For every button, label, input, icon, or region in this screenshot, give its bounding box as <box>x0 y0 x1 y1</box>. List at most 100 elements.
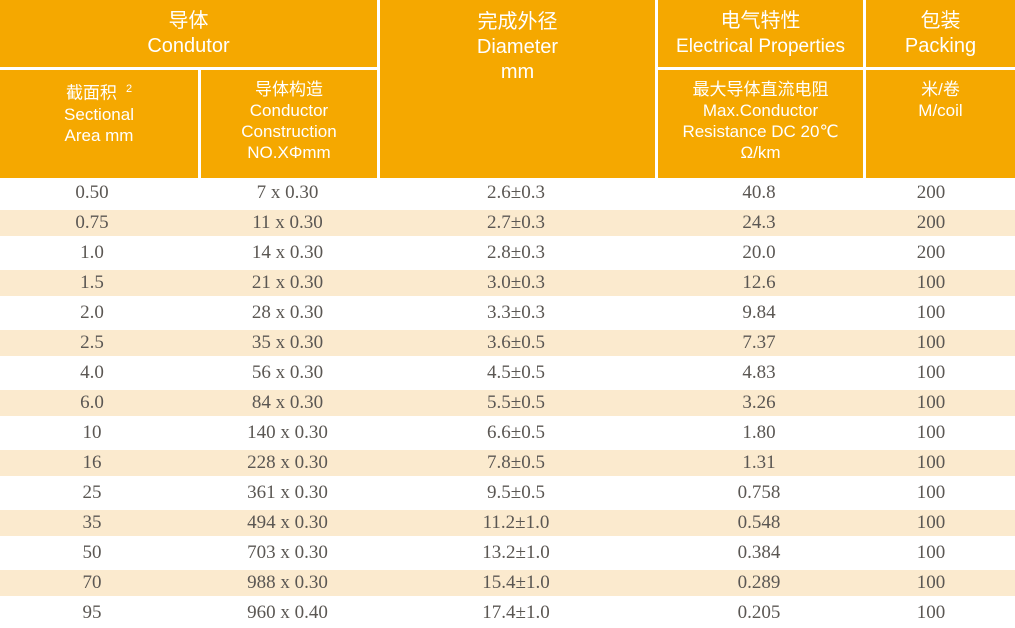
cell-meters_per_coil: 100 <box>916 572 946 593</box>
cell-diameter: 7.8±0.5 <box>487 452 545 473</box>
cell-diameter: 2.8±0.3 <box>487 242 545 263</box>
sectional-area-en2: Area mm <box>64 125 134 145</box>
cell-diameter: 2.7±0.3 <box>487 212 545 233</box>
table-row: 2.0 28 x 0.30 3.3±0.3 9.84 100 <box>0 298 1015 328</box>
cell-meters_per_coil: 100 <box>916 332 946 353</box>
subheader-max-resistance: 最大导体直流电阻 Max.Conductor Resistance DC 20℃… <box>658 70 863 178</box>
electrical-title-en: Electrical Properties <box>676 35 845 57</box>
cell-diameter: 3.3±0.3 <box>487 302 545 323</box>
resistance-en2: Resistance DC 20℃ <box>682 122 839 141</box>
construction-en2: Construction <box>241 122 337 141</box>
cell-sectional_area: 1.5 <box>80 272 104 293</box>
cell-conductor_construction: 988 x 0.30 <box>247 572 328 593</box>
cell-meters_per_coil: 100 <box>916 422 946 443</box>
table-row: 25 361 x 0.30 9.5±0.5 0.758 100 <box>0 478 1015 508</box>
cell-max_resistance: 24.3 <box>742 212 776 233</box>
cell-meters_per_coil: 100 <box>916 512 946 533</box>
cell-conductor_construction: 361 x 0.30 <box>247 482 328 503</box>
cell-meters_per_coil: 100 <box>916 362 946 383</box>
table-row: 4.0 56 x 0.30 4.5±0.5 4.83 100 <box>0 358 1015 388</box>
sectional-area-en1: Sectional <box>64 104 134 124</box>
cell-max_resistance: 4.83 <box>742 362 776 383</box>
cell-conductor_construction: 140 x 0.30 <box>247 422 328 443</box>
cell-max_resistance: 0.384 <box>737 542 781 563</box>
subheader-sectional-area: 截面积 2 Sectional Area mm <box>0 70 198 178</box>
header-group-packing: 包装 Packing 米/卷 M/coil <box>863 0 1015 178</box>
cell-max_resistance: 0.548 <box>737 512 781 533</box>
header-diameter: 完成外径 Diameter mm <box>377 0 655 178</box>
cell-sectional_area: 1.0 <box>80 242 104 263</box>
cell-conductor_construction: 56 x 0.30 <box>251 362 324 383</box>
cell-max_resistance: 9.84 <box>742 302 776 323</box>
table-header: 导体 Condutor 截面积 2 Sectional Area mm 导体构造 … <box>0 0 1015 178</box>
cell-max_resistance: 7.37 <box>742 332 776 353</box>
cell-max_resistance: 1.31 <box>742 452 776 473</box>
cell-meters_per_coil: 100 <box>916 302 946 323</box>
table-body: 0.50 7 x 0.30 2.6±0.3 40.8 200 0.75 11 x 0.30 2… <box>0 178 1015 628</box>
cell-meters_per_coil: 100 <box>916 482 946 503</box>
conductor-title-zh: 导体 <box>168 9 209 32</box>
cell-sectional_area: 0.50 <box>75 182 109 203</box>
cell-diameter: 13.2±1.0 <box>482 542 550 563</box>
packing-title-zh: 包装 <box>920 9 961 32</box>
cell-diameter: 5.5±0.5 <box>487 392 545 413</box>
construction-en3: NO.XΦmm <box>247 143 331 162</box>
cell-meters_per_coil: 100 <box>916 542 946 563</box>
cell-max_resistance: 0.205 <box>737 602 781 623</box>
header-group-conductor: 导体 Condutor 截面积 2 Sectional Area mm 导体构造 … <box>0 0 377 178</box>
conductor-title: 导体 Condutor <box>0 0 377 70</box>
electrical-title: 电气特性 Electrical Properties <box>658 0 863 70</box>
cell-conductor_construction: 14 x 0.30 <box>251 242 324 263</box>
cell-sectional_area: 6.0 <box>80 392 104 413</box>
cell-conductor_construction: 84 x 0.30 <box>251 392 324 413</box>
cell-max_resistance: 0.758 <box>737 482 781 503</box>
table-row: 6.0 84 x 0.30 5.5±0.5 3.26 100 <box>0 388 1015 418</box>
cell-diameter: 3.6±0.5 <box>487 332 545 353</box>
table-row: 1.0 14 x 0.30 2.8±0.3 20.0 200 <box>0 238 1015 268</box>
cell-meters_per_coil: 200 <box>916 182 946 203</box>
header-group-electrical: 电气特性 Electrical Properties 最大导体直流电阻 Max.… <box>655 0 863 178</box>
cell-sectional_area: 95 <box>82 602 102 623</box>
coil-zh: 米/卷 <box>921 80 960 99</box>
cell-meters_per_coil: 100 <box>916 392 946 413</box>
cell-diameter: 2.6±0.3 <box>487 182 545 203</box>
packing-title-en: Packing <box>904 34 977 57</box>
cell-sectional_area: 25 <box>82 482 102 503</box>
packing-title: 包装 Packing <box>866 0 1015 70</box>
coil-en: M/coil <box>918 101 963 120</box>
cell-sectional_area: 2.0 <box>80 302 104 323</box>
resistance-zh: 最大导体直流电阻 <box>692 80 829 99</box>
cell-meters_per_coil: 200 <box>916 212 946 233</box>
cell-conductor_construction: 11 x 0.30 <box>252 212 323 233</box>
cell-diameter: 4.5±0.5 <box>487 362 545 383</box>
cell-conductor_construction: 960 x 0.40 <box>247 602 328 623</box>
cell-conductor_construction: 21 x 0.30 <box>251 272 324 293</box>
construction-zh: 导体构造 <box>255 80 323 99</box>
cell-sectional_area: 10 <box>82 422 102 443</box>
cell-conductor_construction: 7 x 0.30 <box>256 182 319 203</box>
cell-max_resistance: 20.0 <box>742 242 776 263</box>
electrical-title-zh: 电气特性 <box>720 9 801 32</box>
resistance-en1: Max.Conductor <box>702 101 819 120</box>
superscript-2: 2 <box>125 83 133 95</box>
cell-max_resistance: 3.26 <box>742 392 776 413</box>
cell-diameter: 15.4±1.0 <box>482 572 550 593</box>
cell-conductor_construction: 35 x 0.30 <box>251 332 324 353</box>
table-row: 10 140 x 0.30 6.6±0.5 1.80 100 <box>0 418 1015 448</box>
table-row: 70 988 x 0.30 15.4±1.0 0.289 100 <box>0 568 1015 598</box>
table-row: 35 494 x 0.30 11.2±1.0 0.548 100 <box>0 508 1015 538</box>
table-row: 2.5 35 x 0.30 3.6±0.5 7.37 100 <box>0 328 1015 358</box>
sectional-area-zh: 截面积 2 <box>65 83 133 103</box>
cell-diameter: 17.4±1.0 <box>482 602 550 623</box>
cell-max_resistance: 1.80 <box>742 422 776 443</box>
cell-diameter: 11.2±1.0 <box>482 512 550 533</box>
cell-meters_per_coil: 100 <box>916 452 946 473</box>
resistance-en3: Ω/km <box>740 143 781 162</box>
table-row: 0.75 11 x 0.30 2.7±0.3 24.3 200 <box>0 208 1015 238</box>
table-row: 95 960 x 0.40 17.4±1.0 0.205 100 <box>0 598 1015 628</box>
cell-max_resistance: 12.6 <box>742 272 776 293</box>
table-row: 16 228 x 0.30 7.8±0.5 1.31 100 <box>0 448 1015 478</box>
cell-meters_per_coil: 100 <box>916 272 946 293</box>
diameter-zh: 完成外径 <box>477 11 558 33</box>
